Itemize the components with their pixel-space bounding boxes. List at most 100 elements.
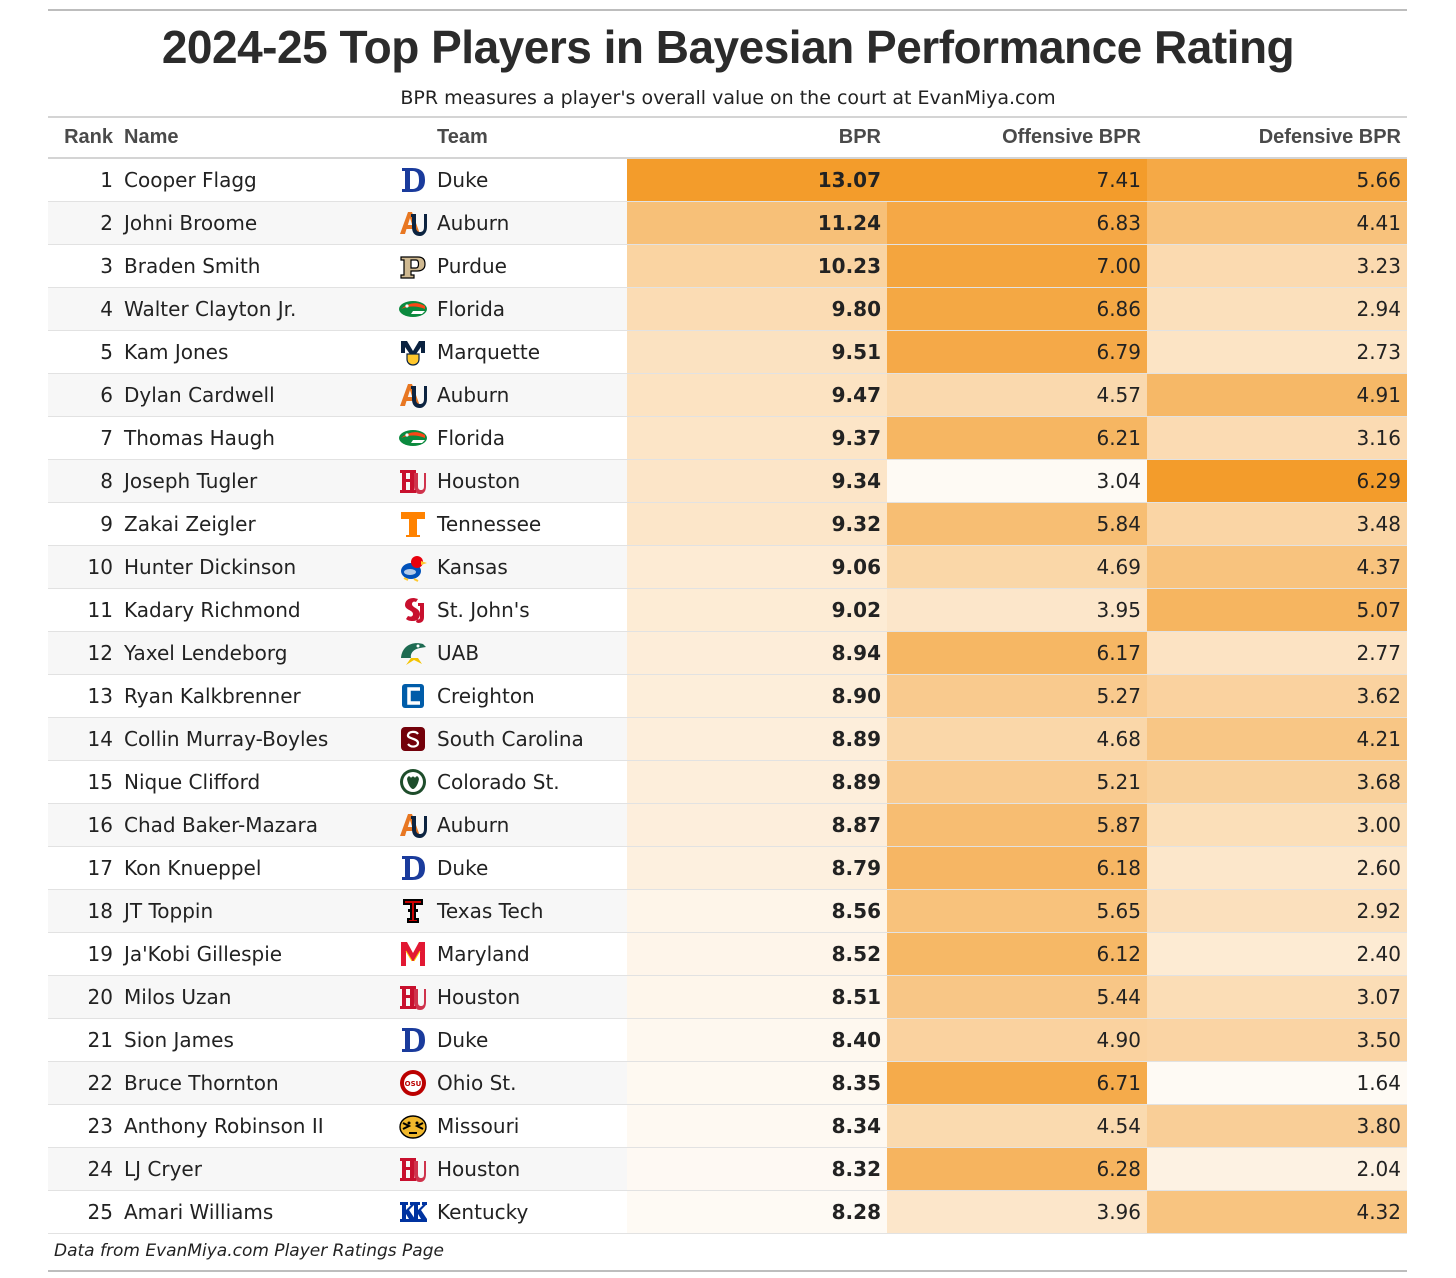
cell-defensive-bpr: 1.64 bbox=[1147, 1061, 1407, 1104]
ratings-table: Rank Name Team BPR Offensive BPR Defensi… bbox=[48, 116, 1407, 1234]
cell-team-logo bbox=[393, 631, 433, 674]
cell-team-logo bbox=[393, 932, 433, 975]
cell-defensive-bpr: 2.04 bbox=[1147, 1147, 1407, 1190]
cell-team: Missouri bbox=[433, 1104, 627, 1147]
cell-defensive-bpr: 4.21 bbox=[1147, 717, 1407, 760]
cell-rank: 11 bbox=[48, 588, 118, 631]
col-header-defensive-bpr[interactable]: Defensive BPR bbox=[1258, 126, 1401, 148]
cell-team-logo bbox=[393, 1147, 433, 1190]
cell-bpr: 8.89 bbox=[627, 760, 887, 803]
cell-bpr: 8.28 bbox=[627, 1190, 887, 1233]
cell-team-logo bbox=[393, 201, 433, 244]
table-row: 1 Cooper Flagg Duke 13.07 7.41 5.66 bbox=[48, 158, 1407, 201]
cell-player-name: Hunter Dickinson bbox=[118, 545, 393, 588]
cell-team-logo bbox=[393, 502, 433, 545]
uab-logo-icon bbox=[398, 639, 428, 665]
cell-team-logo bbox=[393, 416, 433, 459]
cell-defensive-bpr: 3.00 bbox=[1147, 803, 1407, 846]
table-row: 25 Amari Williams Kentucky 8.28 3.96 4.32 bbox=[48, 1190, 1407, 1233]
cell-player-name: Walter Clayton Jr. bbox=[118, 287, 393, 330]
duke-logo-icon bbox=[398, 1026, 428, 1052]
cell-team: Maryland bbox=[433, 932, 627, 975]
cell-team: South Carolina bbox=[433, 717, 627, 760]
tennessee-logo-icon bbox=[398, 510, 428, 537]
cell-rank: 6 bbox=[48, 373, 118, 416]
cell-team: Duke bbox=[433, 846, 627, 889]
table-row: 12 Yaxel Lendeborg UAB 8.94 6.17 2.77 bbox=[48, 631, 1407, 674]
cell-bpr: 8.52 bbox=[627, 932, 887, 975]
cell-offensive-bpr: 4.69 bbox=[887, 545, 1147, 588]
cell-rank: 17 bbox=[48, 846, 118, 889]
cell-team-logo bbox=[393, 158, 433, 201]
kansas-logo-icon bbox=[398, 553, 428, 582]
cell-team-logo bbox=[393, 803, 433, 846]
table-row: 4 Walter Clayton Jr. Florida 9.80 6.86 2.94 bbox=[48, 287, 1407, 330]
cell-player-name: Amari Williams bbox=[118, 1190, 393, 1233]
cell-rank: 25 bbox=[48, 1190, 118, 1233]
cell-offensive-bpr: 6.21 bbox=[887, 416, 1147, 459]
cell-team-logo bbox=[393, 760, 433, 803]
col-header-rank[interactable]: Rank bbox=[64, 126, 113, 148]
cell-defensive-bpr: 2.77 bbox=[1147, 631, 1407, 674]
top-rule bbox=[48, 9, 1407, 11]
cell-offensive-bpr: 4.90 bbox=[887, 1018, 1147, 1061]
col-header-team[interactable]: Team bbox=[437, 126, 488, 148]
col-header-logo-spacer bbox=[393, 117, 433, 158]
marquette-logo-icon bbox=[398, 338, 428, 366]
col-header-offensive-bpr[interactable]: Offensive BPR bbox=[1002, 126, 1141, 148]
cell-bpr: 8.79 bbox=[627, 846, 887, 889]
florida-logo-icon bbox=[398, 295, 428, 319]
table-body: 1 Cooper Flagg Duke 13.07 7.41 5.66 2 Johni Bro… bbox=[48, 158, 1407, 1233]
cell-rank: 8 bbox=[48, 459, 118, 502]
auburn-logo-icon bbox=[398, 811, 428, 838]
cell-offensive-bpr: 3.96 bbox=[887, 1190, 1147, 1233]
table-row: 3 Braden Smith Purdue 10.23 7.00 3.23 bbox=[48, 244, 1407, 287]
cell-offensive-bpr: 5.21 bbox=[887, 760, 1147, 803]
cell-team-logo bbox=[393, 373, 433, 416]
purdue-logo-icon bbox=[398, 252, 428, 279]
cell-team: Houston bbox=[433, 975, 627, 1018]
cell-bpr: 9.37 bbox=[627, 416, 887, 459]
cell-bpr: 8.94 bbox=[627, 631, 887, 674]
cell-team: Auburn bbox=[433, 201, 627, 244]
cell-bpr: 9.02 bbox=[627, 588, 887, 631]
cell-defensive-bpr: 2.92 bbox=[1147, 889, 1407, 932]
cell-offensive-bpr: 6.79 bbox=[887, 330, 1147, 373]
kentucky-logo-icon bbox=[398, 1198, 428, 1222]
cell-player-name: LJ Cryer bbox=[118, 1147, 393, 1190]
auburn-logo-icon bbox=[398, 209, 428, 236]
table-row: 7 Thomas Haugh Florida 9.37 6.21 3.16 bbox=[48, 416, 1407, 459]
table-row: 21 Sion James Duke 8.40 4.90 3.50 bbox=[48, 1018, 1407, 1061]
cell-team: Tennessee bbox=[433, 502, 627, 545]
cell-team-logo bbox=[393, 244, 433, 287]
cell-defensive-bpr: 4.37 bbox=[1147, 545, 1407, 588]
cell-team-logo bbox=[393, 674, 433, 717]
table-row: 8 Joseph Tugler Houston 9.34 3.04 6.29 bbox=[48, 459, 1407, 502]
cell-rank: 22 bbox=[48, 1061, 118, 1104]
cell-rank: 23 bbox=[48, 1104, 118, 1147]
ohio-st-logo-icon: OSU bbox=[398, 1069, 428, 1096]
table-row: 10 Hunter Dickinson Kansas 9.06 4.69 4.37 bbox=[48, 545, 1407, 588]
col-header-name[interactable]: Name bbox=[124, 126, 179, 148]
cell-offensive-bpr: 6.86 bbox=[887, 287, 1147, 330]
cell-defensive-bpr: 3.48 bbox=[1147, 502, 1407, 545]
cell-rank: 13 bbox=[48, 674, 118, 717]
cell-team: Florida bbox=[433, 416, 627, 459]
table-row: 18 JT Toppin Texas Tech 8.56 5.65 2.92 bbox=[48, 889, 1407, 932]
col-header-bpr[interactable]: BPR bbox=[838, 126, 881, 148]
cell-defensive-bpr: 4.41 bbox=[1147, 201, 1407, 244]
cell-player-name: Milos Uzan bbox=[118, 975, 393, 1018]
cell-team-logo bbox=[393, 975, 433, 1018]
cell-defensive-bpr: 3.68 bbox=[1147, 760, 1407, 803]
cell-defensive-bpr: 3.07 bbox=[1147, 975, 1407, 1018]
cell-bpr: 9.06 bbox=[627, 545, 887, 588]
cell-defensive-bpr: 2.40 bbox=[1147, 932, 1407, 975]
table-row: 2 Johni Broome Auburn 11.24 6.83 4.41 bbox=[48, 201, 1407, 244]
cell-player-name: Ryan Kalkbrenner bbox=[118, 674, 393, 717]
cell-rank: 9 bbox=[48, 502, 118, 545]
cell-team: Duke bbox=[433, 1018, 627, 1061]
maryland-logo-icon bbox=[398, 940, 428, 966]
cell-bpr: 9.47 bbox=[627, 373, 887, 416]
cell-offensive-bpr: 5.44 bbox=[887, 975, 1147, 1018]
cell-team-logo bbox=[393, 459, 433, 502]
